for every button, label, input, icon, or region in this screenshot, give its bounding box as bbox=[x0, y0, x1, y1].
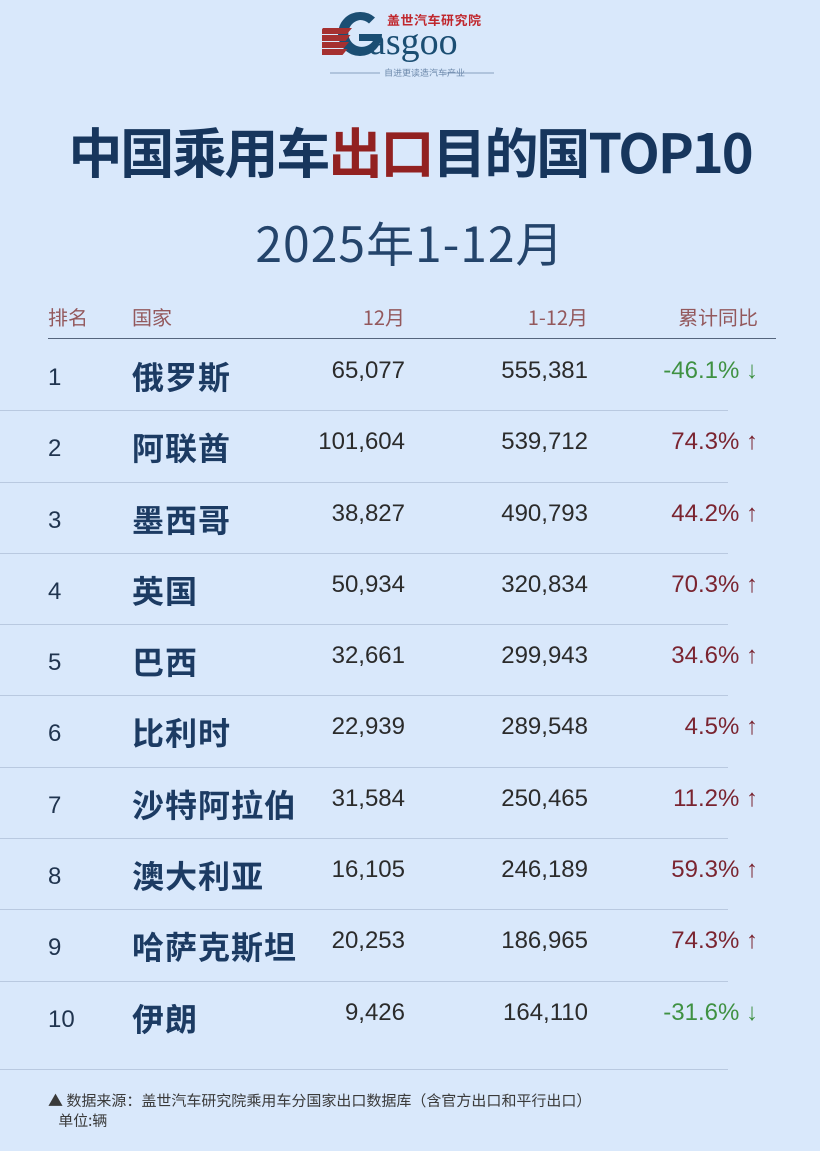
svg-text:研究院: 研究院 bbox=[441, 10, 482, 29]
svg-text:盖世汽车: 盖世汽车 bbox=[387, 10, 441, 29]
svg-text:自进更读造汽车产业: 自进更读造汽车产业 bbox=[384, 66, 465, 79]
